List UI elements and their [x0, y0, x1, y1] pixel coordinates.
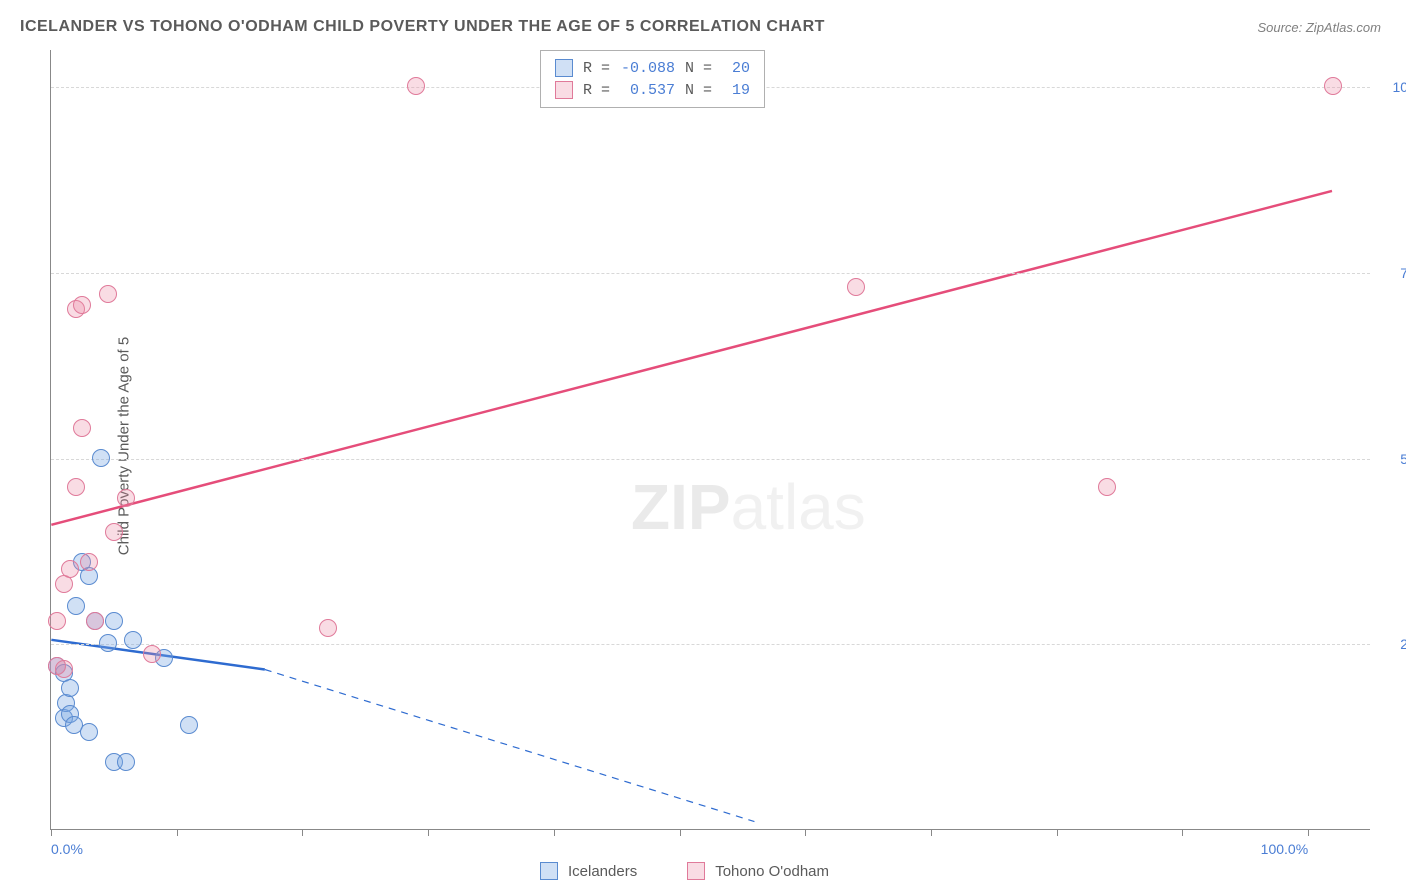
trend-lines-svg	[51, 50, 1370, 829]
x-tick	[51, 829, 52, 836]
stats-row: R = -0.088 N = 20	[555, 57, 750, 79]
source-attribution: Source: ZipAtlas.com	[1257, 20, 1381, 35]
scatter-point-tohono	[407, 77, 425, 95]
x-tick	[680, 829, 681, 836]
gridline-horizontal	[51, 459, 1370, 460]
gridline-horizontal	[51, 273, 1370, 274]
scatter-point-tohono	[319, 619, 337, 637]
stats-row: R = 0.537 N = 19	[555, 79, 750, 101]
scatter-point-tohono	[1324, 77, 1342, 95]
stat-n-label: N =	[685, 60, 712, 77]
y-tick-label: 100.0%	[1380, 79, 1406, 95]
stat-r-value: 0.537	[620, 82, 675, 99]
legend-swatch	[687, 862, 705, 880]
x-tick	[177, 829, 178, 836]
plot-area: ZIPatlas 25.0%50.0%75.0%100.0%0.0%100.0%	[50, 50, 1370, 830]
stat-r-label: R =	[583, 60, 610, 77]
source-prefix: Source:	[1257, 20, 1305, 35]
legend-swatch	[555, 59, 573, 77]
scatter-point-tohono	[55, 660, 73, 678]
scatter-point-tohono	[86, 612, 104, 630]
x-tick	[302, 829, 303, 836]
chart-title: ICELANDER VS TOHONO O'ODHAM CHILD POVERT…	[20, 18, 825, 36]
x-tick	[805, 829, 806, 836]
scatter-point-icelanders	[99, 634, 117, 652]
trend-line	[265, 669, 755, 821]
y-tick-label: 75.0%	[1380, 265, 1406, 281]
legend-swatch	[540, 862, 558, 880]
y-tick-label: 50.0%	[1380, 451, 1406, 467]
scatter-point-tohono	[1098, 478, 1116, 496]
watermark-bold: ZIP	[631, 471, 731, 543]
stat-r-value: -0.088	[620, 60, 675, 77]
watermark-light: atlas	[731, 471, 866, 543]
x-tick-label: 100.0%	[1261, 841, 1308, 857]
legend-item: Tohono O'odham	[687, 862, 829, 880]
trend-line	[51, 191, 1332, 525]
stat-n-label: N =	[685, 82, 712, 99]
scatter-point-icelanders	[124, 631, 142, 649]
scatter-point-icelanders	[80, 723, 98, 741]
scatter-point-tohono	[73, 296, 91, 314]
scatter-point-tohono	[847, 278, 865, 296]
x-tick	[1308, 829, 1309, 836]
x-tick-label: 0.0%	[51, 841, 83, 857]
watermark: ZIPatlas	[631, 470, 866, 544]
x-tick	[1182, 829, 1183, 836]
x-tick	[428, 829, 429, 836]
bottom-legend: Icelanders Tohono O'odham	[540, 862, 829, 880]
scatter-point-icelanders	[117, 753, 135, 771]
legend-item: Icelanders	[540, 862, 637, 880]
x-tick	[1057, 829, 1058, 836]
scatter-point-tohono	[73, 419, 91, 437]
scatter-point-tohono	[105, 523, 123, 541]
scatter-point-icelanders	[180, 716, 198, 734]
legend-label: Icelanders	[568, 863, 637, 880]
scatter-point-tohono	[99, 285, 117, 303]
stat-r-label: R =	[583, 82, 610, 99]
stat-n-value: 19	[722, 82, 750, 99]
scatter-point-tohono	[67, 478, 85, 496]
scatter-point-icelanders	[92, 449, 110, 467]
legend-label: Tohono O'odham	[715, 863, 829, 880]
scatter-point-icelanders	[105, 612, 123, 630]
scatter-point-tohono	[48, 612, 66, 630]
scatter-point-tohono	[117, 489, 135, 507]
scatter-point-tohono	[61, 560, 79, 578]
scatter-point-icelanders	[67, 597, 85, 615]
x-tick	[554, 829, 555, 836]
x-tick	[931, 829, 932, 836]
stats-legend-box: R = -0.088 N = 20 R = 0.537 N = 19	[540, 50, 765, 108]
scatter-point-tohono	[80, 553, 98, 571]
y-tick-label: 25.0%	[1380, 636, 1406, 652]
stat-n-value: 20	[722, 60, 750, 77]
scatter-point-tohono	[143, 645, 161, 663]
source-name: ZipAtlas.com	[1306, 20, 1381, 35]
gridline-horizontal	[51, 644, 1370, 645]
scatter-point-icelanders	[61, 679, 79, 697]
legend-swatch	[555, 81, 573, 99]
